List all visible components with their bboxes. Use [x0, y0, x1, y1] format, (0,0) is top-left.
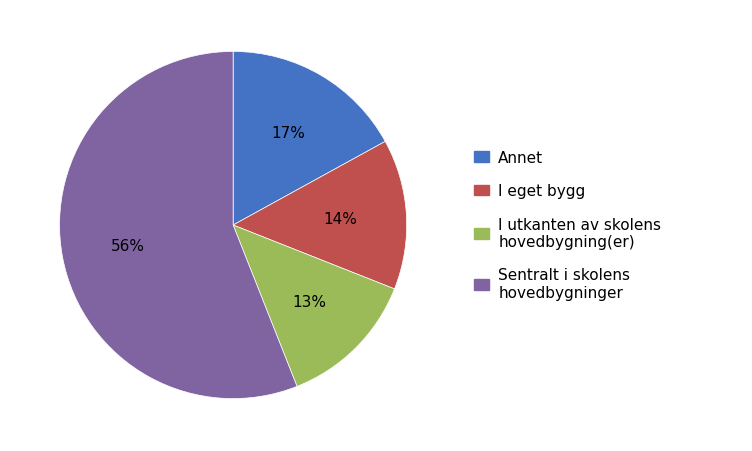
Wedge shape: [233, 142, 407, 289]
Wedge shape: [59, 52, 297, 399]
Legend: Annet, I eget bygg, I utkanten av skolens
hovedbygning(er), Sentralt i skolens
h: Annet, I eget bygg, I utkanten av skolen…: [474, 151, 661, 300]
Wedge shape: [233, 52, 385, 226]
Text: 56%: 56%: [111, 238, 144, 253]
Text: 17%: 17%: [271, 125, 305, 141]
Text: 14%: 14%: [323, 211, 357, 226]
Text: 13%: 13%: [293, 294, 326, 309]
Wedge shape: [233, 226, 395, 387]
